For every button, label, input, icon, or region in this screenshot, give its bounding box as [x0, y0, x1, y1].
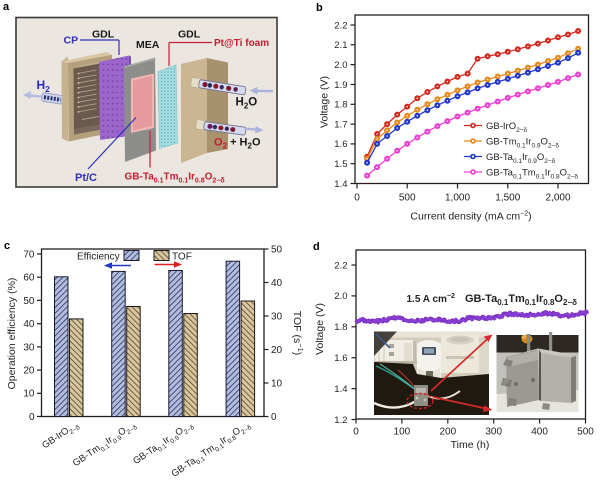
svg-text:1,500: 1,500 [495, 193, 520, 204]
svg-text:GB-IrO2−δ: GB-IrO2−δ [486, 121, 528, 134]
svg-text:GB-Ta0.1Tm0.1Ir0.8O2−δ: GB-Ta0.1Tm0.1Ir0.8O2−δ [125, 172, 225, 185]
svg-text:20: 20 [271, 345, 283, 356]
svg-text:1.4: 1.4 [334, 384, 347, 395]
svg-text:Voltage (V): Voltage (V) [314, 303, 326, 355]
svg-text:Operation efficiency (%): Operation efficiency (%) [6, 278, 18, 390]
svg-text:Pt@Ti foam: Pt@Ti foam [214, 38, 269, 49]
svg-text:40: 40 [23, 319, 35, 330]
svg-text:2,000: 2,000 [545, 193, 570, 204]
svg-text:GB-Tm0.1Ir0.9O2−δ: GB-Tm0.1Ir0.9O2−δ [486, 136, 559, 149]
svg-text:10: 10 [23, 389, 35, 400]
svg-text:500: 500 [577, 427, 594, 438]
svg-text:500: 500 [399, 193, 416, 204]
svg-text:30: 30 [23, 342, 35, 353]
svg-text:0: 0 [354, 193, 360, 204]
svg-text:1.8: 1.8 [334, 322, 347, 333]
svg-text:1.4: 1.4 [334, 179, 347, 190]
svg-text:200: 200 [439, 427, 456, 438]
svg-text:c: c [4, 240, 10, 252]
svg-text:GDL: GDL [92, 29, 115, 41]
svg-text:50: 50 [271, 244, 283, 255]
svg-text:1,000: 1,000 [445, 193, 470, 204]
svg-text:d: d [313, 241, 320, 253]
svg-text:GB-Ta0.1Tm0.1Ir0.8O2−δ: GB-Ta0.1Tm0.1Ir0.8O2−δ [465, 293, 577, 307]
svg-text:400: 400 [531, 427, 548, 438]
svg-text:1.6: 1.6 [334, 353, 347, 364]
svg-text:20: 20 [23, 366, 35, 377]
svg-text:1.2: 1.2 [334, 415, 347, 426]
svg-text:0: 0 [29, 412, 35, 423]
svg-text:30: 30 [271, 311, 283, 322]
svg-text:50: 50 [23, 296, 35, 307]
svg-text:2.0: 2.0 [334, 60, 347, 71]
svg-text:70: 70 [23, 249, 35, 260]
svg-text:1.5 A cm−2: 1.5 A cm−2 [407, 293, 455, 305]
svg-text:GB-Ta0.1Ir0.9O2−δ: GB-Ta0.1Ir0.9O2−δ [486, 152, 556, 165]
svg-text:2.0: 2.0 [334, 291, 347, 302]
svg-text:0: 0 [271, 412, 277, 423]
svg-text:10: 10 [271, 378, 283, 389]
svg-text:Current density (mA cm−2): Current density (mA cm−2) [410, 211, 531, 223]
svg-text:2.1: 2.1 [334, 40, 347, 51]
svg-text:H2O: H2O [236, 97, 258, 111]
svg-text:2.2: 2.2 [334, 260, 347, 271]
svg-text:60: 60 [23, 273, 35, 284]
svg-text:Voltage (V): Voltage (V) [319, 76, 331, 128]
svg-text:0: 0 [353, 427, 359, 438]
svg-text:1.8: 1.8 [334, 100, 347, 111]
svg-text:Pt/C: Pt/C [75, 172, 97, 184]
svg-text:300: 300 [485, 427, 502, 438]
svg-text:O2 + H2O: O2 + H2O [214, 137, 261, 151]
svg-text:1.7: 1.7 [334, 119, 347, 130]
svg-text:a: a [3, 1, 10, 13]
svg-text:CP: CP [64, 35, 79, 47]
svg-text:40: 40 [271, 278, 283, 289]
svg-text:GB-Ta0.1Tm0.1Ir0.8O2−δ: GB-Ta0.1Tm0.1Ir0.8O2−δ [486, 167, 578, 180]
svg-text:Time (h): Time (h) [451, 439, 490, 451]
svg-text:1.6: 1.6 [334, 139, 347, 150]
svg-text:Efficiency: Efficiency [77, 252, 120, 263]
svg-text:1.5: 1.5 [334, 159, 347, 170]
svg-text:2.2: 2.2 [334, 20, 347, 31]
svg-text:TOF: TOF [172, 252, 192, 263]
svg-text:100: 100 [394, 427, 411, 438]
svg-text:1.9: 1.9 [334, 80, 347, 91]
svg-text:GDL: GDL [178, 29, 201, 41]
svg-text:MEA: MEA [136, 39, 160, 51]
svg-text:b: b [316, 2, 323, 14]
